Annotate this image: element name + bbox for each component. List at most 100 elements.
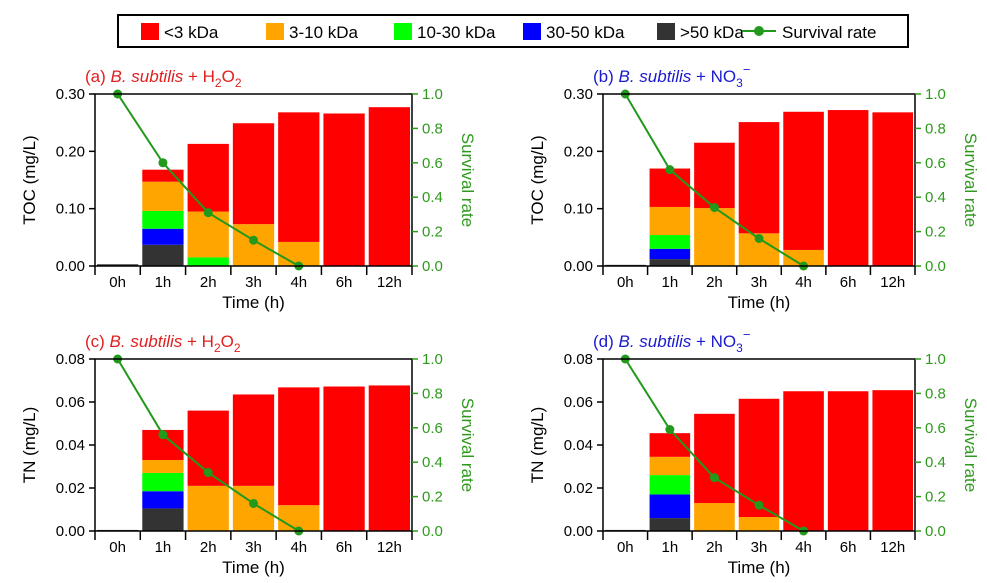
x-tick-label: 2h (200, 274, 217, 291)
panel-title-part: B. subtilis (619, 332, 692, 351)
y2-tick-label: 0.6 (925, 155, 946, 172)
y-tick-label: 0.20 (564, 143, 593, 160)
x-tick-label: 3h (245, 539, 262, 556)
bar-segment (827, 110, 869, 266)
survival-point (249, 498, 258, 508)
y2-tick-label: 0.4 (925, 454, 946, 471)
bar-segment (142, 508, 184, 531)
bar-segment (872, 112, 913, 266)
x-tick-label: 6h (336, 539, 353, 556)
x-tick-label: 1h (155, 274, 172, 291)
y2-tick-label: 0.0 (422, 258, 443, 275)
legend-label: 30-50 kDa (546, 23, 625, 42)
panel-title: (a) B. subtilis + H2O2 (85, 67, 242, 90)
x-tick-label: 2h (200, 539, 217, 556)
panel-title-part: (b) (593, 67, 619, 86)
y2-tick-label: 0.8 (422, 120, 443, 137)
bar-segment (872, 390, 913, 531)
y2-tick-label: 0.8 (925, 120, 946, 137)
y-tick-label: 0.04 (56, 437, 85, 454)
legend-swatch (141, 23, 159, 40)
y-tick-label: 0.30 (56, 86, 85, 103)
bar-segment (187, 143, 229, 212)
y2-tick-label: 1.0 (925, 351, 946, 368)
y2-tick-label: 1.0 (422, 86, 443, 103)
x-tick-label: 3h (245, 274, 262, 291)
panel-title-part: (a) (85, 67, 111, 86)
bar-segment (649, 235, 691, 249)
y-tick-label: 0.20 (56, 143, 85, 160)
x-tick-label: 2h (706, 274, 723, 291)
panel-a: (a) B. subtilis + H2O20.000.100.200.300.… (20, 67, 477, 312)
x-tick-label: 2h (706, 539, 723, 556)
legend-swatch (266, 23, 284, 40)
panel-title-part: 3 (736, 76, 743, 90)
y2-axis-title: Survival rate (458, 133, 477, 227)
bar-segment (142, 491, 184, 509)
bar-segment (278, 387, 320, 506)
panel-title-part: NO (711, 67, 737, 86)
y2-tick-label: 1.0 (925, 86, 946, 103)
bar-segment (783, 391, 824, 531)
bar-segment (649, 456, 691, 476)
bar-segment (649, 206, 691, 236)
y2-tick-label: 0.2 (925, 224, 946, 241)
panel-title-part: + (691, 332, 710, 351)
x-tick-label: 12h (880, 274, 905, 291)
bar-segment (368, 107, 410, 266)
panel-title-part: B. subtilis (111, 67, 184, 86)
survival-point (203, 208, 213, 218)
panel-title-part: O (222, 67, 235, 86)
legend: <3 kDa 3-10 kDa 10-30 kDa 30-50 kDa >50 kDa S… (117, 14, 909, 48)
y-tick-label: 0.04 (564, 437, 593, 454)
legend-swatch (657, 23, 675, 40)
panel-title-part: H (202, 332, 214, 351)
bar-segment (827, 391, 869, 531)
x-tick-label: 0h (617, 539, 634, 556)
y2-tick-label: 0.8 (422, 385, 443, 402)
y2-tick-label: 0.6 (422, 155, 443, 172)
bar-segment (694, 413, 735, 504)
bar-segment (187, 257, 229, 266)
y-tick-label: 0.06 (564, 394, 593, 411)
bar-segment (187, 211, 229, 258)
panel-title-part: NO (711, 332, 737, 351)
x-axis-title: Time (h) (222, 293, 285, 312)
x-tick-label: 12h (377, 539, 402, 556)
bar-segment (232, 123, 275, 225)
bar-segment (649, 259, 691, 266)
y-tick-label: 0.06 (56, 394, 85, 411)
panel-title-part: + (691, 67, 710, 86)
x-tick-label: 4h (795, 274, 812, 291)
panel-title-part: − (743, 327, 751, 342)
y2-tick-label: 0.4 (422, 189, 443, 206)
x-tick-label: 0h (109, 274, 126, 291)
survival-point (754, 233, 764, 243)
bar-segment (694, 503, 735, 531)
x-tick-label: 12h (880, 539, 905, 556)
bar-segment (232, 394, 275, 486)
x-tick-label: 1h (662, 274, 679, 291)
legend-swatch (394, 23, 412, 40)
bar-segment (649, 248, 691, 260)
panel-title-part: − (743, 62, 751, 77)
bar-segment (738, 517, 780, 531)
x-tick-label: 1h (662, 539, 679, 556)
bar-segment (738, 398, 780, 518)
y2-tick-label: 0.4 (422, 454, 443, 471)
y2-axis-title: Survival rate (961, 133, 980, 227)
x-axis-title: Time (h) (222, 558, 285, 577)
x-axis-title: Time (h) (728, 558, 791, 577)
y2-tick-label: 0.0 (925, 258, 946, 275)
y-tick-label: 0.08 (56, 351, 85, 368)
y2-tick-label: 0.6 (925, 420, 946, 437)
panel-title: (d) B. subtilis + NO3− (593, 327, 750, 355)
bar-segment (278, 112, 320, 242)
y2-tick-label: 0.2 (422, 489, 443, 506)
legend-frame (117, 14, 909, 48)
panel-title-part: (c) (85, 332, 110, 351)
y-axis-title: TN (mg/L) (528, 407, 547, 484)
y-tick-label: 0.08 (564, 351, 593, 368)
panel-title-part: 2 (214, 341, 221, 355)
